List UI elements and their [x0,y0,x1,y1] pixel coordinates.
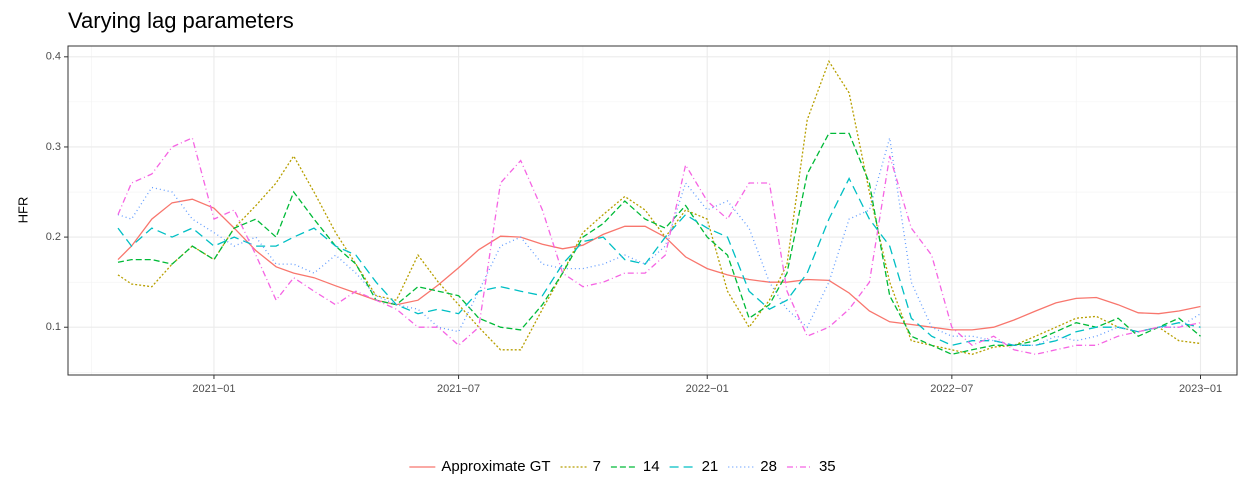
x-tick-label: 2021−07 [437,383,480,395]
series-line [117,137,1201,346]
series-line [117,59,1201,355]
panel-border [67,45,1238,376]
series-line [117,198,1201,331]
series-line [117,177,1201,346]
y-tick-label: 0.2 [46,231,61,243]
series-line [117,136,1201,355]
x-tick-label: 2022−01 [686,383,729,395]
y-axis-label: HFR [15,197,30,224]
legend-label: 7 [593,458,601,475]
legend-label: 21 [702,458,719,475]
legend: Approximate GT 7 14 21 28 35 [409,458,836,475]
y-tick-label: 0.4 [46,51,61,63]
legend-label: 14 [643,458,660,475]
legend-label: 28 [760,458,777,475]
legend-label: 35 [819,458,836,475]
chart-title: Varying lag parameters [68,8,294,33]
x-tick-label: 2023−01 [1179,383,1222,395]
x-tick-label: 2022−07 [930,383,973,395]
legend-label: Approximate GT [441,458,550,475]
series-line [117,132,1201,355]
y-tick-label: 0.3 [46,141,61,153]
y-tick-label: 0.1 [46,321,61,333]
x-tick-label: 2021−01 [192,383,235,395]
